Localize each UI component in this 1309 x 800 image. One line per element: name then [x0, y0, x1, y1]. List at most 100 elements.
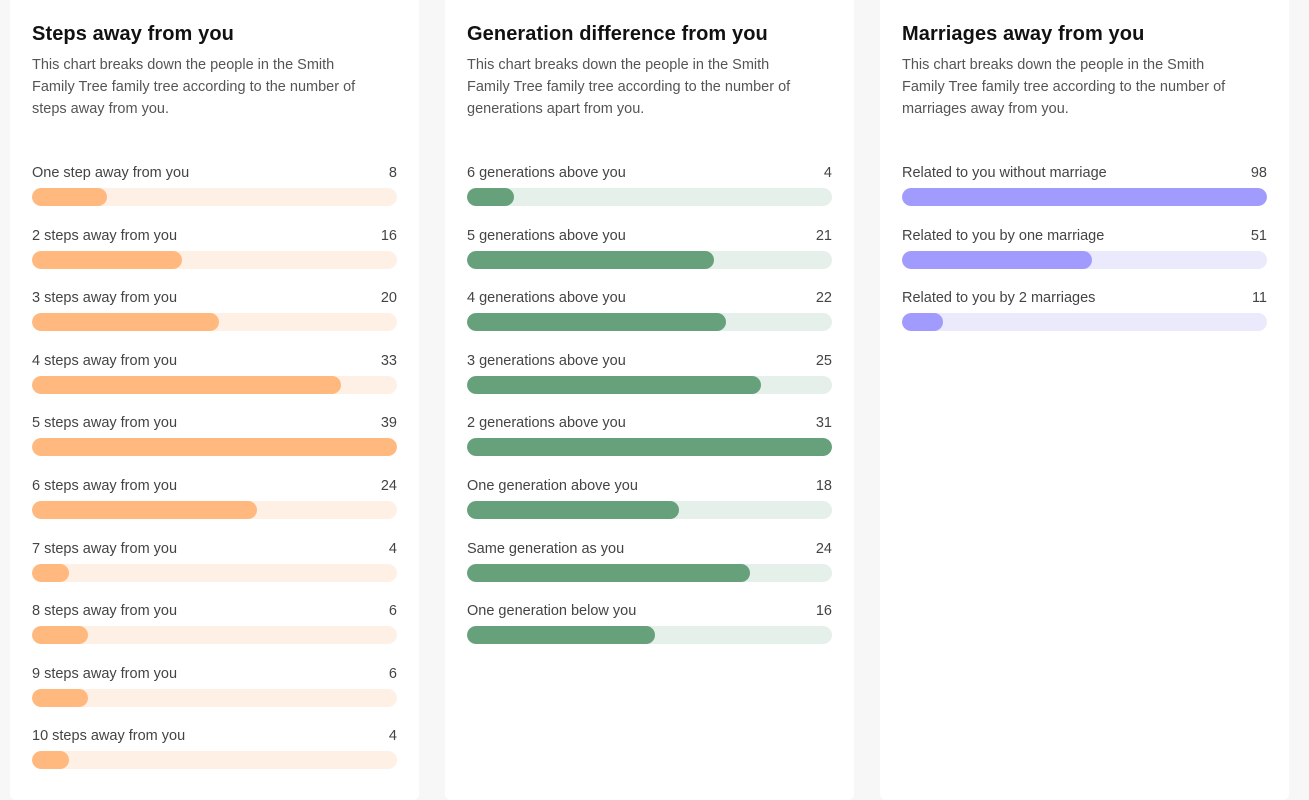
marriages-bar-row: Related to you by 2 marriages 11	[902, 287, 1267, 350]
marriages-bar-list: Related to you without marriage 98 Related…	[902, 162, 1267, 350]
generation-bar-label: 5 generations above you	[467, 227, 626, 244]
steps-bar-row: 2 steps away from you 16	[32, 225, 397, 288]
generation-bar-row: Same generation as you 24	[467, 538, 832, 601]
generation-bar-track	[467, 626, 832, 645]
generation-card-description: This chart breaks down the people in the…	[467, 57, 791, 117]
steps-bar-label: 3 steps away from you	[32, 290, 178, 307]
generation-bar-label: 4 generations above you	[467, 290, 626, 307]
steps-bar-row: 4 steps away from you 33	[32, 350, 397, 413]
steps-bar-row: 10 steps away from you 4	[32, 725, 397, 788]
generation-bar-track	[467, 563, 832, 582]
generation-bar-value: 16	[815, 603, 832, 620]
generation-bar-value: 31	[815, 415, 832, 432]
generation-bar-fill	[467, 438, 832, 457]
generation-bar-row: 3 generations above you 25	[467, 350, 832, 413]
steps-bar-label: 7 steps away from you	[32, 540, 178, 557]
steps-bar-fill	[32, 313, 219, 332]
generation-bar-row: 4 generations above you 22	[467, 287, 832, 350]
generation-bar-fill	[467, 563, 750, 582]
generation-bar-track	[467, 500, 832, 519]
steps-bar-fill	[32, 188, 107, 206]
generation-card: Generation difference from you This char…	[445, 0, 854, 800]
generation-bar-label: One generation below you	[467, 603, 637, 620]
marriages-bar-track	[902, 188, 1267, 206]
steps-bar-track	[32, 563, 397, 582]
steps-bar-label: 6 steps away from you	[32, 477, 178, 494]
generation-bar-fill	[467, 626, 655, 645]
steps-bar-track	[32, 626, 397, 645]
steps-bar-track	[32, 751, 397, 770]
steps-bar-fill	[32, 500, 257, 519]
generation-bar-track	[467, 188, 832, 206]
steps-bar-fill	[32, 626, 88, 645]
generation-bar-value: 22	[815, 290, 832, 307]
generation-bar-fill	[467, 313, 726, 332]
generation-bar-row: 2 generations above you 31	[467, 412, 832, 475]
marriages-bar-value: 98	[1250, 165, 1267, 181]
steps-bar-row: One step away from you 8	[32, 162, 397, 225]
generation-bar-row: 5 generations above you 21	[467, 225, 832, 288]
generation-bar-fill	[467, 250, 714, 269]
steps-bar-row: 9 steps away from you 6	[32, 663, 397, 726]
marriages-bar-label: Related to you by one marriage	[902, 227, 1105, 244]
steps-bar-value: 20	[380, 290, 397, 307]
marriages-card-title: Marriages away from you	[902, 23, 1145, 45]
steps-bar-row: 6 steps away from you 24	[32, 475, 397, 538]
steps-bar-fill	[32, 250, 182, 269]
generation-bar-track	[467, 250, 832, 269]
steps-bar-row: 5 steps away from you 39	[32, 412, 397, 475]
generation-bar-track	[467, 438, 832, 457]
steps-bar-label: 8 steps away from you	[32, 603, 178, 620]
generation-bar-row: One generation above you 18	[467, 475, 832, 538]
steps-bar-value: 16	[380, 227, 397, 244]
steps-bar-value: 39	[380, 415, 397, 432]
steps-bar-track	[32, 375, 397, 394]
steps-bar-label: 10 steps away from you	[32, 728, 186, 745]
marriages-bar-row: Related to you without marriage 98	[902, 162, 1267, 225]
steps-bar-fill	[32, 563, 69, 582]
marriages-bar-label: Related to you without marriage	[902, 165, 1107, 181]
steps-bar-row: 7 steps away from you 4	[32, 538, 397, 601]
steps-bar-row: 3 steps away from you 20	[32, 287, 397, 350]
steps-bar-fill	[32, 688, 88, 707]
steps-card: Steps away from you This chart breaks do…	[10, 0, 419, 800]
steps-bar-list: One step away from you 8 2 steps away from…	[32, 162, 397, 788]
generation-bar-label: 2 generations above you	[467, 415, 626, 432]
marriages-bar-fill	[902, 188, 1267, 206]
generation-bar-fill	[467, 500, 679, 519]
steps-bar-value: 4	[388, 540, 397, 557]
generation-bar-label: One generation above you	[467, 477, 638, 494]
generation-bar-value: 24	[815, 540, 832, 557]
steps-card-title: Steps away from you	[32, 23, 234, 45]
steps-bar-track	[32, 313, 397, 332]
steps-bar-track	[32, 500, 397, 519]
generation-bar-value: 4	[823, 165, 832, 181]
steps-bar-label: 9 steps away from you	[32, 665, 178, 682]
steps-bar-track	[32, 188, 397, 206]
steps-bar-track	[32, 688, 397, 707]
generation-bar-track	[467, 375, 832, 394]
marriages-bar-fill	[902, 313, 943, 332]
steps-bar-label: 5 steps away from you	[32, 415, 178, 432]
generation-bar-label: Same generation as you	[467, 540, 625, 557]
steps-bar-fill	[32, 438, 397, 457]
generation-bar-label: 3 generations above you	[467, 352, 626, 369]
steps-card-description: This chart breaks down the people in the…	[32, 57, 356, 117]
steps-bar-label: 4 steps away from you	[32, 352, 178, 369]
steps-bar-value: 6	[388, 665, 397, 682]
marriages-bar-track	[902, 313, 1267, 332]
steps-bar-track	[32, 438, 397, 457]
marriages-card-description: This chart breaks down the people in the…	[902, 57, 1226, 117]
generation-bar-value: 25	[815, 352, 832, 369]
steps-bar-fill	[32, 751, 69, 770]
steps-bar-value: 24	[380, 477, 397, 494]
marriages-bar-fill	[902, 250, 1092, 269]
marriages-bar-row: Related to you by one marriage 51	[902, 225, 1267, 288]
generation-bar-value: 21	[815, 227, 832, 244]
steps-bar-value: 33	[380, 352, 397, 369]
steps-bar-label: One step away from you	[32, 165, 190, 181]
steps-bar-value: 8	[388, 165, 397, 181]
generation-bar-row: 6 generations above you 4	[467, 162, 832, 225]
generation-bar-label: 6 generations above you	[467, 165, 626, 181]
marriages-card: Marriages away from you This chart break…	[880, 0, 1289, 800]
